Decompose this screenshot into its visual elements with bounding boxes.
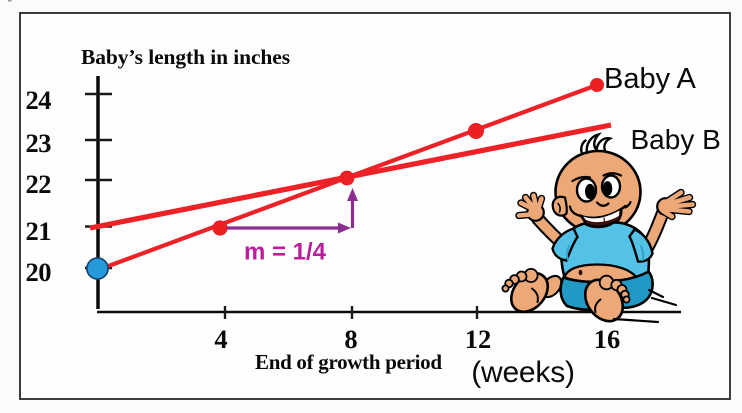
svg-text:Baby B: Baby B <box>631 124 721 155</box>
svg-text:20: 20 <box>26 257 52 287</box>
svg-text:8: 8 <box>344 324 357 354</box>
svg-text:12: 12 <box>465 324 492 354</box>
svg-text:23: 23 <box>26 128 52 158</box>
svg-text:24: 24 <box>26 85 52 115</box>
svg-text:m = 1/4: m = 1/4 <box>244 239 327 266</box>
svg-text:16: 16 <box>594 324 621 354</box>
svg-text:Baby’s length in inches: Baby’s length in inches <box>81 45 290 69</box>
svg-text:21: 21 <box>26 216 52 246</box>
svg-text:(weeks): (weeks) <box>471 356 575 389</box>
svg-text:22: 22 <box>26 169 52 199</box>
svg-text:End of growth period: End of growth period <box>255 350 442 374</box>
svg-text:Baby A: Baby A <box>604 63 697 95</box>
svg-text:4: 4 <box>214 324 227 354</box>
